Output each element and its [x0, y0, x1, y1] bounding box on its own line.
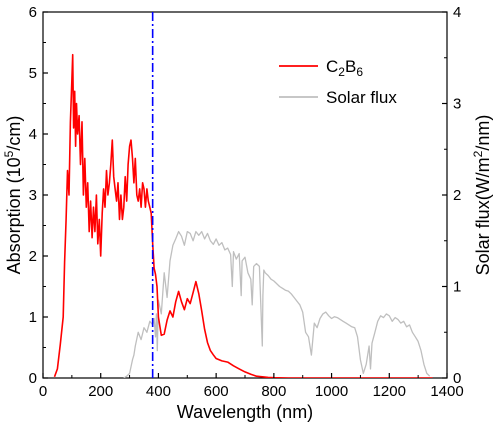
y-right-tick-label: 3 [453, 96, 461, 113]
y-left-tick-label: 1 [29, 309, 37, 326]
y-left-axis-title: Absorption (105/cm) [2, 116, 24, 275]
x-tick-label: 400 [146, 383, 171, 400]
x-tick-label: 0 [39, 383, 47, 400]
y-right-tick-label: 0 [453, 370, 461, 387]
y-left-tick-label: 6 [29, 4, 37, 21]
x-tick-label: 200 [88, 383, 113, 400]
y-left-tick-label: 5 [29, 65, 37, 82]
y-right-axis-ticks: 0 1 2 3 4 [442, 4, 461, 387]
series-solar-flux-line [123, 230, 431, 378]
y-left-tick-label: 2 [29, 248, 37, 265]
y-right-tick-label: 4 [453, 4, 461, 21]
y-right-tick-label: 2 [453, 187, 461, 204]
y-left-tick-label: 4 [29, 126, 37, 143]
y-right-tick-label: 1 [453, 279, 461, 296]
x-tick-label: 1200 [373, 383, 406, 400]
y-left-axis-ticks: 0 1 2 3 4 5 6 [29, 4, 48, 387]
x-axis-ticks: 0 200 400 600 800 1000 1200 1400 [39, 373, 464, 400]
x-axis-title: Wavelength (nm) [177, 402, 313, 422]
y-left-tick-label: 3 [29, 187, 37, 204]
legend-label-solar-flux: Solar flux [326, 88, 397, 107]
x-tick-label: 600 [204, 383, 229, 400]
x-tick-label: 1000 [315, 383, 348, 400]
legend-label-c2b6: C2B6 [326, 57, 363, 79]
series-c2b6-line [53, 53, 433, 378]
x-tick-label: 800 [261, 383, 286, 400]
y-left-tick-label: 0 [29, 370, 37, 387]
y-right-axis-title: Solar flux(W/m2/nm) [471, 115, 493, 276]
legend: C2B6 Solar flux [279, 57, 397, 107]
x-tick-label: 1400 [430, 383, 463, 400]
